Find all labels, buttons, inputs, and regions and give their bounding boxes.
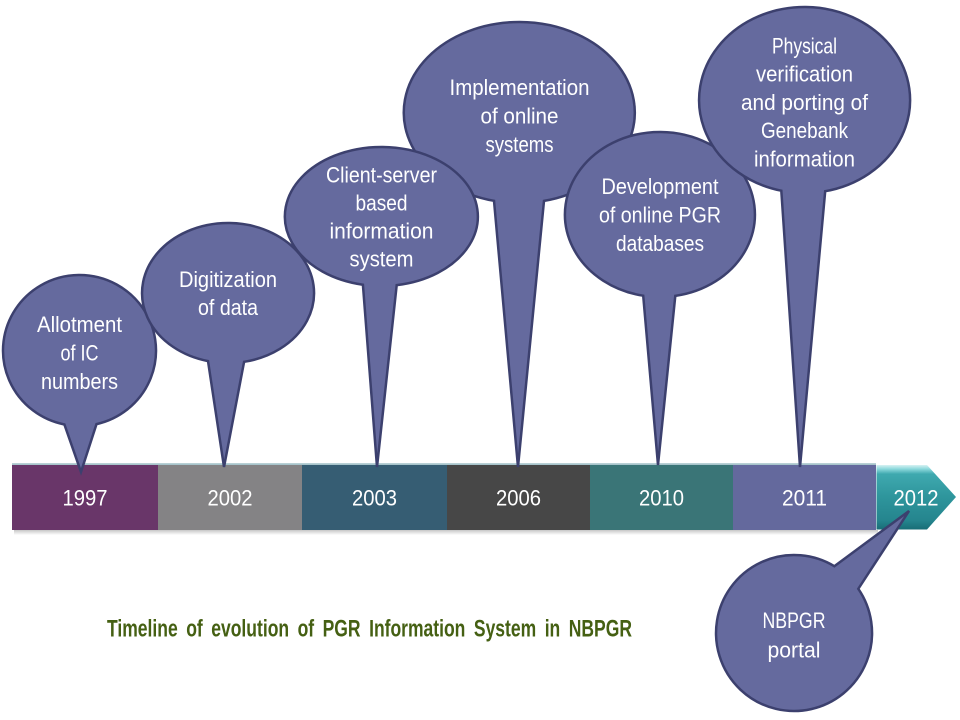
svg-text:Implementation: Implementation (450, 75, 590, 100)
svg-text:systems: systems (486, 132, 554, 157)
svg-text:Physical: Physical (772, 34, 837, 59)
svg-text:2011: 2011 (782, 486, 827, 511)
svg-text:2003: 2003 (352, 486, 397, 511)
svg-text:2012: 2012 (894, 486, 939, 511)
svg-text:databases: databases (616, 231, 704, 256)
svg-text:Development: Development (602, 174, 719, 199)
svg-text:Genebank: Genebank (761, 118, 849, 143)
svg-text:based: based (356, 191, 408, 216)
svg-text:Allotment: Allotment (37, 312, 122, 337)
svg-text:of online: of online (481, 104, 559, 129)
svg-text:information: information (330, 219, 434, 244)
svg-text:2010: 2010 (639, 486, 684, 511)
svg-text:2006: 2006 (496, 486, 541, 511)
svg-text:verification: verification (756, 62, 853, 87)
svg-text:Client-server: Client-server (326, 163, 437, 188)
svg-text:of online PGR: of online PGR (599, 203, 721, 228)
svg-text:Timeline of evolution of PGR I: Timeline of evolution of PGR Information… (107, 616, 632, 643)
svg-text:Digitization: Digitization (179, 267, 277, 292)
svg-text:2002: 2002 (208, 486, 253, 511)
svg-text:NBPGR: NBPGR (763, 608, 826, 633)
svg-text:of data: of data (198, 295, 259, 320)
svg-text:of IC: of IC (61, 341, 99, 366)
svg-text:system: system (350, 247, 414, 272)
svg-text:numbers: numbers (41, 369, 118, 394)
svg-text:information: information (754, 147, 855, 172)
svg-text:1997: 1997 (63, 486, 108, 511)
svg-text:and porting of: and porting of (741, 90, 869, 115)
svg-text:portal: portal (768, 638, 821, 663)
